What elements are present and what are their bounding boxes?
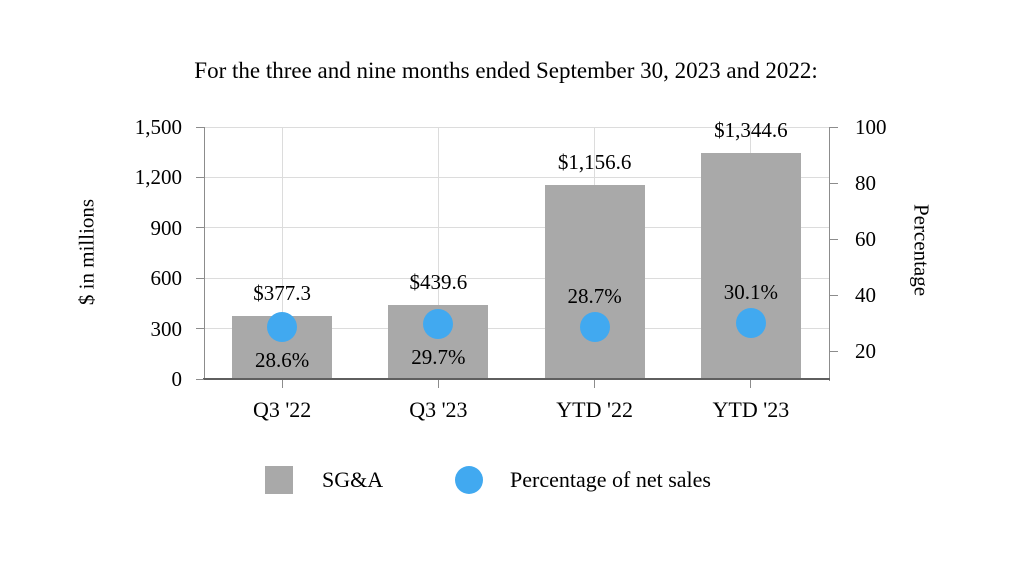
pct-value-label: 29.7%: [411, 344, 466, 369]
x-axis-tick: [281, 380, 283, 388]
left-axis-line: [204, 127, 205, 379]
left-axis-tick: [196, 176, 204, 178]
percentage-legend-swatch: [455, 466, 483, 494]
left-axis-tick-label: 300: [150, 316, 183, 341]
x-axis-category-label: Q3 '22: [252, 397, 312, 422]
right-axis-tick-label: 100: [855, 115, 887, 139]
left-axis-tick-label: 900: [150, 215, 183, 240]
h-gridline: [204, 176, 829, 178]
pct-marker: [579, 311, 610, 342]
pct-value-label: 28.6%: [255, 347, 310, 372]
right-axis-tick: [830, 182, 838, 184]
x-axis-line: [203, 378, 830, 380]
left-axis-tick-label: 0: [171, 367, 183, 391]
x-axis-tick: [750, 380, 752, 388]
right-axis-tick: [830, 126, 838, 128]
h-gridline: [204, 126, 829, 128]
right-axis-tick-label: 40: [855, 283, 876, 307]
left-axis-tick: [196, 277, 204, 279]
left-axis-tick: [196, 328, 204, 330]
right-axis-tick-label: 80: [855, 171, 876, 195]
right-axis-tick-label: 60: [855, 227, 876, 251]
sgna-legend-swatch: [265, 466, 293, 494]
sgna-legend-label: SG&A: [322, 467, 384, 492]
h-gridline: [204, 328, 829, 330]
pct-value-label: 28.7%: [567, 283, 622, 308]
pct-value-label: 30.1%: [723, 279, 778, 304]
pct-marker: [423, 308, 454, 339]
sgna-bar: [700, 153, 801, 379]
right-axis-tick: [830, 238, 838, 240]
x-axis-category-label: YTD '22: [556, 397, 633, 422]
right-axis-line: [829, 127, 830, 381]
bar-value-label: $1,156.6: [557, 149, 632, 174]
pct-marker: [267, 311, 298, 342]
bar-value-label: $1,344.6: [714, 118, 788, 143]
h-gridline: [204, 277, 829, 279]
h-gridline: [204, 227, 829, 229]
left-axis-tick-label: 1,200: [134, 165, 182, 190]
left-axis-tick: [196, 378, 204, 380]
right-axis-tick: [830, 294, 838, 296]
left-axis-tick: [196, 126, 204, 128]
x-axis-category-label: YTD '23: [712, 397, 790, 422]
x-axis-tick: [594, 380, 596, 388]
percentage-legend-label: Percentage of net sales: [510, 467, 711, 492]
left-axis-tick-label: 1,500: [134, 115, 182, 139]
chart-title: For the three and nine months ended Sept…: [194, 58, 818, 83]
pct-marker: [735, 307, 766, 338]
left-axis-tick: [196, 227, 204, 229]
bar-value-label: $439.6: [409, 270, 468, 295]
bar-value-label: $377.3: [253, 280, 311, 305]
v-gridline: [281, 127, 283, 379]
right-axis-tick-label: 20: [855, 339, 876, 363]
right-axis-tick: [830, 350, 838, 352]
sgna-bar: [544, 184, 645, 379]
v-gridline: [437, 127, 439, 379]
x-axis-tick: [437, 380, 439, 388]
x-axis-category-label: Q3 '23: [409, 397, 468, 422]
left-axis-tick-label: 600: [150, 266, 183, 291]
